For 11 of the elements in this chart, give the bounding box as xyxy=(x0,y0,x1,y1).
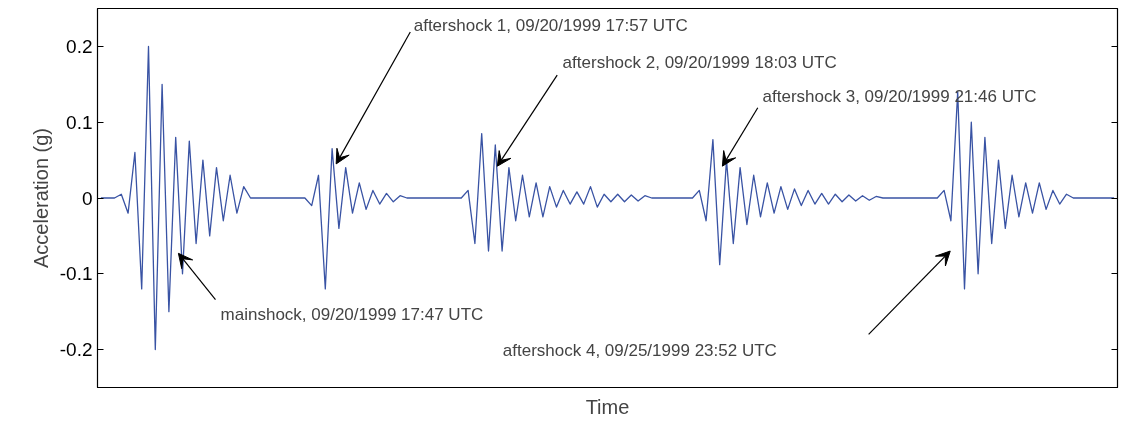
y-tick-label: -0.1 xyxy=(59,263,93,285)
annotation: aftershock 1, 09/20/1999 17:57 UTC xyxy=(413,15,688,35)
y-tick-label: 0 xyxy=(81,187,93,209)
y-axis-title: Acceleration (g) xyxy=(29,127,52,269)
annotation: mainshock, 09/20/1999 17:47 UTC xyxy=(220,305,484,325)
y-tick-label: -0.2 xyxy=(59,339,93,361)
x-axis-title: Time xyxy=(585,395,630,418)
y-tick-label: 0.2 xyxy=(66,35,93,57)
y-tick-label: 0.1 xyxy=(66,111,93,133)
annotation: aftershock 2, 09/20/1999 18:03 UTC xyxy=(562,52,837,72)
annotation: aftershock 4, 09/25/1999 23:52 UTC xyxy=(502,340,777,360)
